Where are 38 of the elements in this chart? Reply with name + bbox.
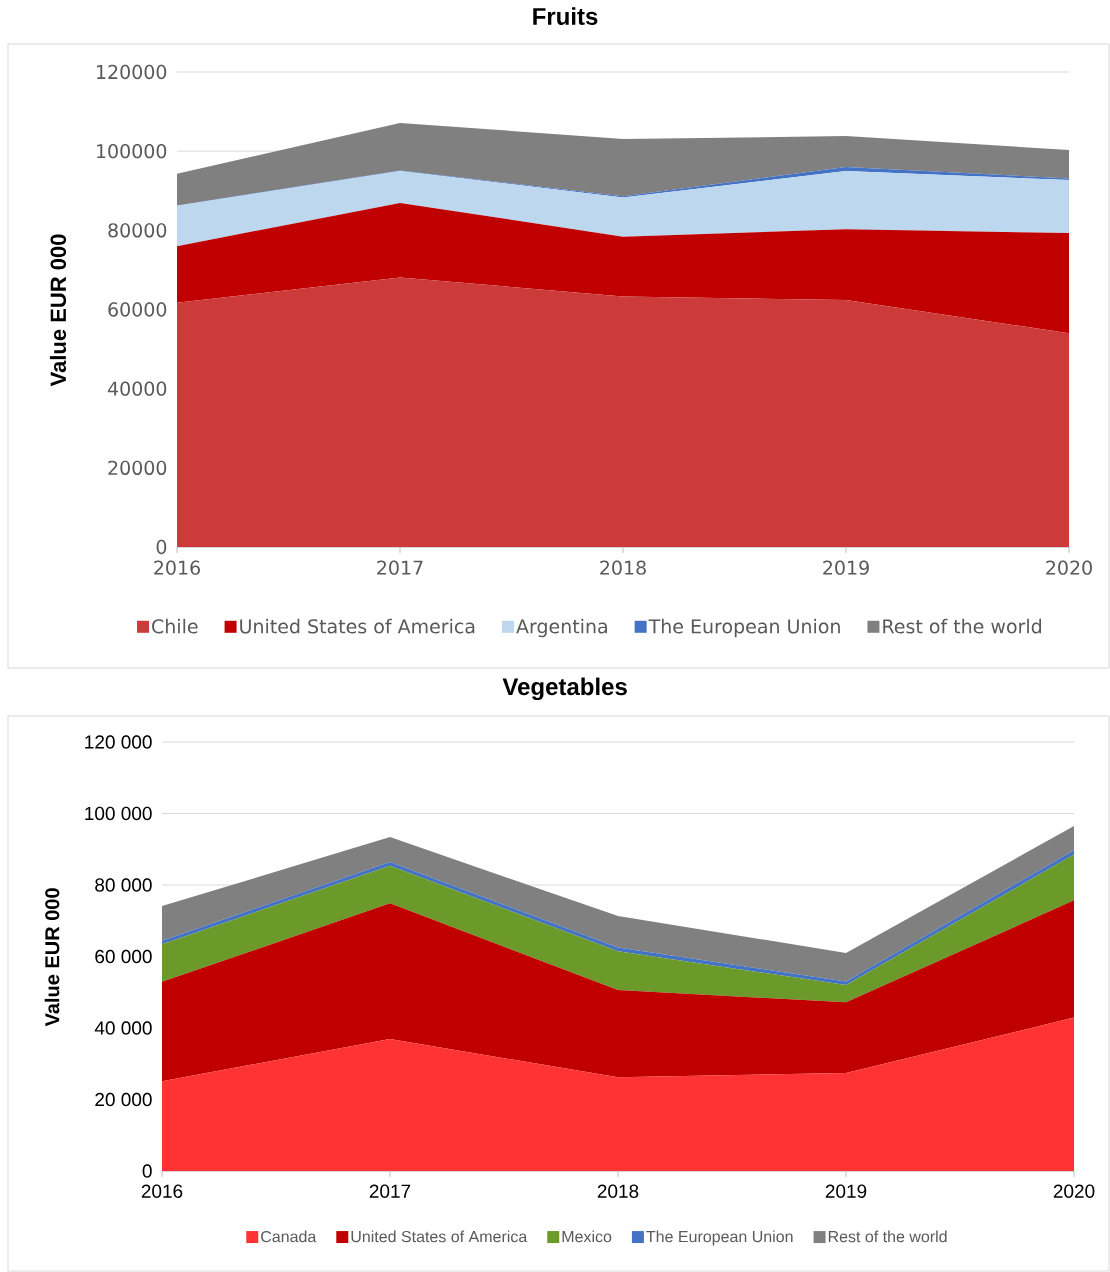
- legend-label: Chile: [152, 618, 198, 634]
- x-tick-label: 2018: [600, 560, 646, 575]
- x-tick-label: 2018: [597, 1184, 639, 1198]
- chart-title: Vegetables: [502, 677, 627, 701]
- y-tick-label: 100000: [97, 143, 167, 159]
- y-axis-title: Value EUR 000: [49, 234, 67, 387]
- y-tick-label: 40000: [107, 381, 167, 396]
- y-tick-label: 60000: [108, 302, 167, 317]
- y-tick-label: 80 000: [95, 878, 152, 892]
- legend-label: Canada: [261, 1230, 317, 1243]
- x-tick-label: 2017: [369, 1184, 411, 1198]
- y-tick-label: 0: [156, 539, 167, 555]
- x-tick-label: 2017: [377, 560, 423, 575]
- legend-label: Rest of the world: [883, 618, 1042, 634]
- y-tick-label: 120 000: [85, 735, 152, 749]
- y-tick-label: 20 000: [95, 1092, 152, 1107]
- y-tick-label: 40 000: [94, 1021, 152, 1035]
- x-tick-label: 2020: [1053, 1184, 1095, 1198]
- x-tick-label: 2020: [1046, 560, 1092, 575]
- legend-label: United States of America: [240, 618, 475, 634]
- legend-label: The European Union: [646, 1230, 793, 1246]
- y-tick-label: 80000: [108, 223, 167, 238]
- x-tick-label: 2016: [141, 1184, 183, 1198]
- x-tick-label: 2019: [825, 1184, 867, 1198]
- legend-label: Argentina: [516, 618, 607, 638]
- legend-label: Rest of the world: [828, 1230, 947, 1243]
- y-tick-label: 0: [142, 1164, 152, 1178]
- x-tick-label: 2016: [154, 560, 200, 575]
- legend-label: The European Union: [648, 618, 840, 638]
- y-axis-title: Value EUR 000: [44, 888, 60, 1027]
- y-tick-label: 60 000: [95, 949, 152, 964]
- x-tick-label: 2019: [823, 560, 869, 575]
- legend-label: Mexico: [562, 1230, 612, 1243]
- y-tick-label: 20000: [108, 460, 167, 475]
- y-tick-label: 120000: [97, 64, 167, 80]
- chart-title: Fruits: [533, 7, 598, 25]
- y-tick-label: 100 000: [85, 806, 152, 821]
- legend-label: United States of America: [351, 1230, 528, 1243]
